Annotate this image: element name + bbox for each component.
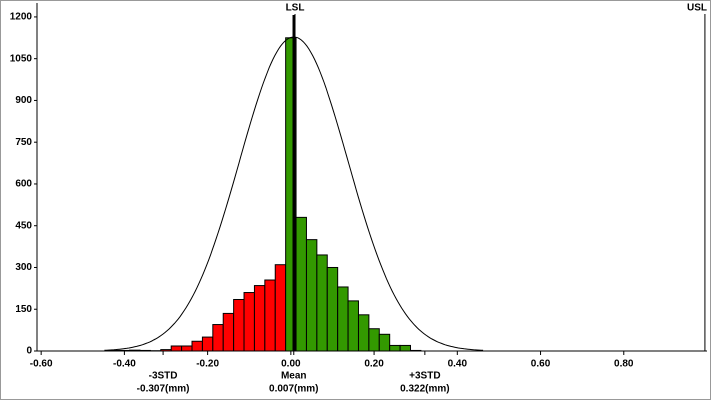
bar — [326, 266, 339, 352]
bar — [305, 239, 318, 352]
x-tick-label: 0.00 — [281, 359, 301, 370]
bar — [233, 298, 245, 352]
y-tick-label: 1200 — [10, 12, 33, 23]
bar — [212, 324, 224, 352]
y-tick-label: 450 — [15, 220, 32, 231]
bar — [222, 312, 235, 352]
x-tick-label: 0.40 — [448, 359, 468, 370]
annotation-label: Mean — [281, 371, 307, 382]
bar — [264, 279, 276, 352]
bar — [316, 254, 328, 352]
bar — [243, 292, 255, 352]
y-tick-label: 300 — [15, 262, 32, 273]
y-tick-label: 1050 — [10, 53, 33, 64]
bar — [191, 340, 203, 352]
bar — [337, 286, 349, 352]
bar — [253, 285, 266, 352]
x-tick-label: 0.80 — [614, 359, 634, 370]
x-tick-label: 0.20 — [364, 359, 384, 370]
bar — [170, 345, 183, 352]
y-tick-label: 150 — [15, 304, 32, 315]
bar — [274, 264, 287, 352]
bar — [295, 216, 307, 352]
y-tick-label: 600 — [15, 179, 32, 190]
bar — [399, 344, 411, 352]
x-tick-label: -0.40 — [113, 359, 136, 370]
bar — [389, 344, 401, 352]
annotation-label: +3STD — [409, 371, 440, 382]
bar — [181, 345, 193, 352]
annotation-label: -3STD — [149, 371, 178, 382]
x-tick-label: 0.60 — [531, 359, 551, 370]
annotation-value: 0.007(mm) — [269, 384, 318, 395]
y-tick-label: 900 — [15, 95, 32, 106]
bar — [347, 300, 359, 352]
limit-label: LSL — [286, 3, 305, 14]
x-tick-label: -0.60 — [30, 359, 53, 370]
x-tick-label: -0.20 — [196, 359, 219, 370]
bar — [368, 328, 380, 352]
limit-label: USL — [687, 3, 707, 14]
bar — [378, 333, 391, 352]
annotation-value: 0.322(mm) — [400, 384, 449, 395]
y-tick-label: 0 — [26, 346, 32, 357]
annotation-value: -0.307(mm) — [137, 384, 190, 395]
bar — [201, 336, 214, 352]
bar — [357, 314, 370, 352]
y-tick-label: 750 — [15, 137, 32, 148]
